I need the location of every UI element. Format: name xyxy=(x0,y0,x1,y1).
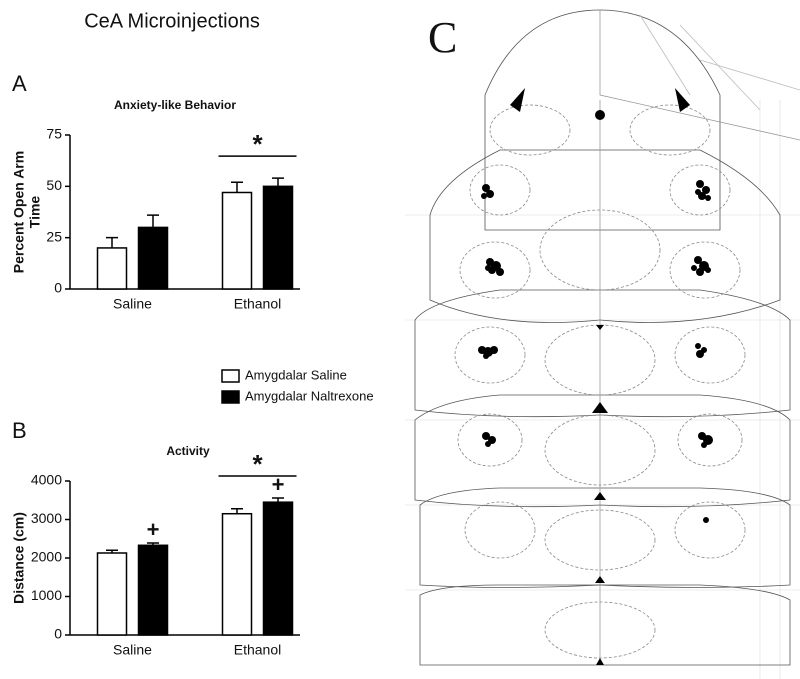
significance-marker: + xyxy=(272,472,285,497)
y-tick-label: 25 xyxy=(46,228,62,244)
brain-atlas xyxy=(405,9,800,679)
bar xyxy=(96,247,128,290)
significance-marker: * xyxy=(252,129,263,159)
error-bar xyxy=(231,507,243,514)
legend-label: Amygdalar Naltrexone xyxy=(245,388,374,403)
x-tick-label: Saline xyxy=(113,296,152,312)
bar xyxy=(262,501,294,636)
x-tick-label: Ethanol xyxy=(234,296,281,312)
y-tick-label: 50 xyxy=(46,177,62,193)
y-tick-label: 0 xyxy=(54,280,62,296)
figure-title: CeA Microinjections xyxy=(84,10,260,32)
y-tick-label: 75 xyxy=(46,126,62,142)
panel-label: C xyxy=(428,13,457,62)
chart-title: Activity xyxy=(166,444,210,458)
y-tick-label: 4000 xyxy=(31,472,62,488)
x-tick-label: Ethanol xyxy=(234,642,281,658)
y-tick-label: 2000 xyxy=(31,549,62,565)
legend-label: Amygdalar Saline xyxy=(245,367,347,382)
panel-label: B xyxy=(12,418,27,443)
legend-swatch xyxy=(221,390,240,404)
y-axis-label: Distance (cm) xyxy=(11,512,27,604)
bar xyxy=(221,191,253,290)
significance-marker: + xyxy=(147,517,160,542)
y-tick-label: 0 xyxy=(54,626,62,642)
y-axis-label: Percent Open Arm xyxy=(11,151,27,273)
significance-marker: * xyxy=(252,449,263,479)
y-tick-label: 1000 xyxy=(31,587,62,603)
chart-title: Anxiety-like Behavior xyxy=(114,98,236,112)
error-bar xyxy=(147,542,159,546)
x-tick-label: Saline xyxy=(113,642,152,658)
bar xyxy=(137,226,169,290)
y-axis-label: Time xyxy=(27,196,43,229)
error-bar xyxy=(106,236,118,248)
error-bar xyxy=(147,214,159,228)
y-tick-label: 3000 xyxy=(31,510,62,526)
bar xyxy=(262,185,294,290)
error-bar xyxy=(272,177,284,187)
error-bar xyxy=(272,497,284,503)
bar xyxy=(221,512,253,636)
error-bar xyxy=(106,549,118,553)
bar xyxy=(96,552,128,636)
error-bar xyxy=(231,181,243,193)
panel-label: A xyxy=(12,71,27,96)
legend-swatch xyxy=(221,369,240,383)
bar xyxy=(137,544,169,636)
